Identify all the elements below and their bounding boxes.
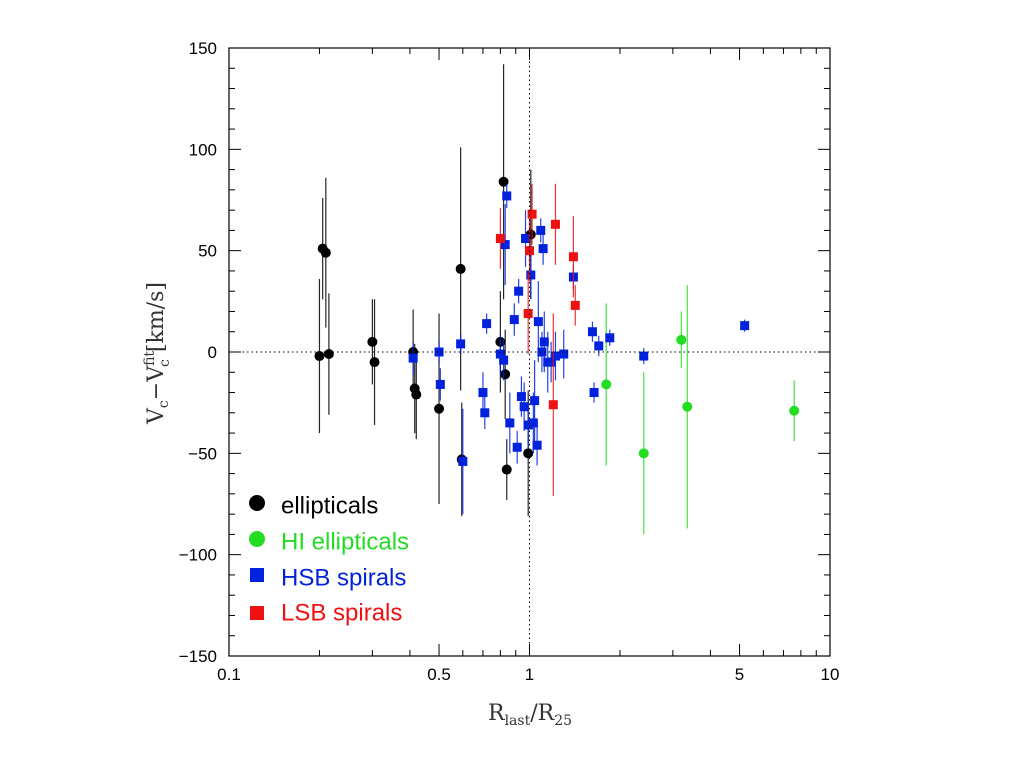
y-tick-label: −100 — [179, 546, 217, 565]
data-point — [676, 334, 687, 345]
y-axis-title: Vc−Vfitc [km/s] — [142, 282, 173, 425]
data-point — [594, 341, 604, 351]
y-tick-label: −50 — [188, 444, 217, 463]
data-point — [458, 456, 468, 466]
data-point — [570, 300, 580, 310]
data-point — [369, 357, 380, 368]
legend-item-lsb-spirals: LSB spirals — [250, 599, 402, 626]
data-point — [605, 333, 615, 343]
data-point — [500, 240, 510, 250]
data-point — [434, 403, 445, 414]
data-point — [601, 379, 612, 390]
legend-marker-lsb-spirals — [250, 606, 264, 620]
series-hsb-spirals — [408, 183, 750, 515]
data-point — [638, 448, 649, 459]
data-point — [314, 351, 325, 362]
legend-label-ellipticals: ellipticals — [281, 492, 378, 519]
data-point — [408, 353, 418, 363]
data-point — [521, 234, 531, 244]
data-point — [526, 270, 536, 280]
data-point — [523, 308, 533, 318]
data-point — [527, 209, 537, 219]
data-point — [495, 234, 505, 244]
y-tick-label: 150 — [189, 39, 217, 58]
x-tick-label: 5 — [735, 665, 744, 684]
data-point — [559, 349, 569, 359]
data-point — [411, 389, 422, 400]
data-point — [589, 388, 599, 398]
x-tick-label: 1 — [525, 665, 534, 684]
data-point — [499, 355, 509, 365]
y-tick-label: −150 — [179, 647, 217, 666]
data-point — [512, 442, 522, 452]
series-ellipticals — [314, 64, 536, 517]
series-hi-ellipticals — [601, 285, 800, 535]
data-point — [639, 351, 649, 361]
data-point — [498, 176, 509, 187]
data-point — [509, 315, 519, 325]
data-point — [546, 357, 556, 367]
legend-item-hsb-spirals: HSB spirals — [250, 564, 406, 591]
data-point — [502, 191, 512, 201]
data-point — [434, 347, 444, 357]
data-point — [500, 369, 511, 380]
data-point — [482, 319, 492, 329]
legend-item-ellipticals: ellipticals — [249, 492, 378, 519]
data-point — [538, 244, 548, 254]
data-point — [495, 349, 505, 359]
legend-marker-hsb-spirals — [250, 568, 264, 582]
legend-label-hi-ellipticals: HI ellipticals — [281, 528, 409, 555]
data-point — [532, 440, 542, 450]
data-point — [501, 464, 512, 475]
x-tick-label: 0.1 — [217, 665, 241, 684]
legend-label-hsb-spirals: HSB spirals — [281, 564, 406, 591]
chart-marks — [314, 64, 800, 535]
legend-marker-ellipticals — [249, 495, 265, 511]
data-point — [536, 225, 546, 235]
data-point — [587, 327, 597, 337]
data-point — [682, 401, 693, 412]
data-point — [530, 396, 540, 406]
data-point — [533, 317, 543, 327]
data-point — [367, 336, 378, 347]
data-point — [740, 321, 750, 331]
data-point — [323, 349, 334, 360]
data-point — [550, 219, 560, 229]
data-point — [539, 337, 549, 347]
data-point — [550, 351, 560, 361]
legend: ellipticals HI ellipticals HSB spirals L… — [249, 492, 409, 626]
data-point — [435, 379, 445, 389]
y-tick-label: 50 — [198, 242, 217, 261]
legend-item-hi-ellipticals: HI ellipticals — [249, 528, 409, 555]
data-point — [505, 418, 515, 428]
legend-label-lsb-spirals: LSB spirals — [281, 599, 402, 626]
y-tick-label: 0 — [208, 343, 217, 362]
y-tick-label: 100 — [189, 140, 217, 159]
data-point — [528, 418, 538, 428]
data-point — [519, 402, 529, 412]
x-axis-title: Rlast/R25 — [488, 701, 572, 729]
data-point — [320, 247, 331, 258]
x-tick-label: 0.5 — [427, 665, 451, 684]
data-point — [516, 392, 526, 402]
data-point — [480, 408, 490, 418]
data-point — [789, 405, 800, 416]
data-point — [514, 286, 524, 296]
data-point — [548, 400, 558, 410]
data-point — [455, 263, 466, 274]
data-point — [456, 339, 466, 349]
x-tick-label: 10 — [821, 665, 840, 684]
data-point — [523, 420, 533, 430]
chart-axes: 0.1 0.5 1 5 10 −150 −100 −50 0 50 100 150 — [179, 39, 840, 684]
data-point — [537, 347, 547, 357]
data-point — [478, 388, 488, 398]
data-point — [523, 448, 534, 459]
data-point — [568, 252, 578, 262]
legend-marker-hi-ellipticals — [249, 531, 265, 547]
